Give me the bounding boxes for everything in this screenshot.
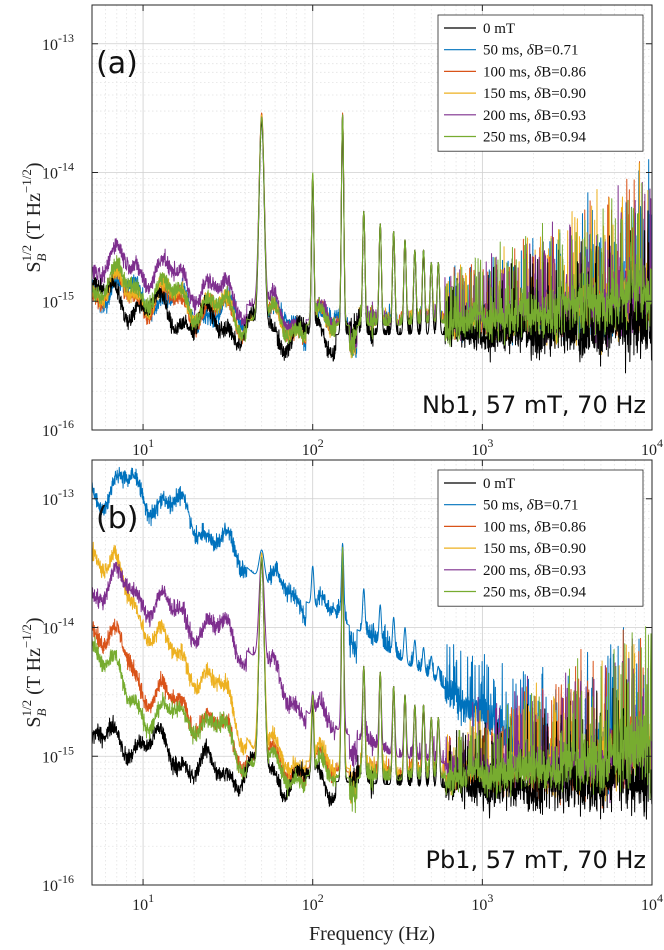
x-tick-label: 103 xyxy=(471,891,493,914)
legend-label: 200 ms, δB=0.93 xyxy=(483,108,586,124)
y-axis-label: SB1/2 (T Hz−1/2) xyxy=(19,162,49,272)
legend-label: 0 mT xyxy=(483,21,515,37)
legend-label: 250 ms, δB=0.94 xyxy=(483,130,586,146)
panel-label: (b) xyxy=(96,501,138,536)
x-tick-label: 104 xyxy=(641,436,663,459)
legend-label: 250 ms, δB=0.94 xyxy=(483,585,586,601)
series-group xyxy=(92,112,652,374)
series-group xyxy=(92,466,652,820)
legend-box xyxy=(437,14,644,152)
panel-a: 101 102 103 104 10-16 10-15 10-14 10-13 SB1/2 (T… xyxy=(19,4,663,459)
legend-label: 50 ms, δB=0.71 xyxy=(483,498,578,514)
x-tick-label: 103 xyxy=(471,436,493,459)
legend-label: 100 ms, δB=0.86 xyxy=(483,64,586,80)
panel-annotation: Nb1, 57 mT, 70 Hz xyxy=(422,391,646,419)
panel-label: (a) xyxy=(96,46,138,81)
y-tick-label: 10-15 xyxy=(42,288,74,311)
legend-label: 150 ms, δB=0.90 xyxy=(483,86,586,102)
x-tick-label: 102 xyxy=(302,891,324,914)
legend-box xyxy=(437,469,644,607)
legend-label: 100 ms, δB=0.86 xyxy=(483,519,586,535)
y-tick-label: 10-14 xyxy=(42,160,74,183)
y-tick-label: 10-14 xyxy=(42,615,74,638)
legend-label: 200 ms, δB=0.93 xyxy=(483,563,586,579)
legend: 0 mT 50 ms, δB=0.71 100 ms, δB=0.86 150 ms,… xyxy=(437,14,644,152)
y-axis-label: SB1/2 (T Hz−1/2) xyxy=(19,617,49,727)
x-tick-label: 102 xyxy=(302,436,324,459)
panel-b: 101 102 103 104 10-16 10-15 10-14 10-13 SB1/2 (T… xyxy=(19,459,663,945)
axes-box xyxy=(91,4,653,431)
panel-annotation: Pb1, 57 mT, 70 Hz xyxy=(425,846,646,874)
legend-label: 0 mT xyxy=(483,476,515,492)
x-tick-label: 104 xyxy=(641,891,663,914)
y-tick-label: 10-13 xyxy=(42,486,74,509)
y-tick-label: 10-15 xyxy=(42,743,74,766)
y-tick-label: 10-16 xyxy=(42,872,74,895)
series-line-250-ms xyxy=(92,546,652,814)
x-tick-label: 101 xyxy=(132,436,154,459)
series-line-250-ms xyxy=(92,114,652,358)
axes-box xyxy=(91,459,653,886)
legend-label: 50 ms, δB=0.71 xyxy=(483,43,578,59)
y-tick-label: 10-16 xyxy=(42,417,74,440)
x-tick-label: 101 xyxy=(132,891,154,914)
y-tick-label: 10-13 xyxy=(42,31,74,54)
legend: 0 mT 50 ms, δB=0.71 100 ms, δB=0.86 150 ms,… xyxy=(437,469,644,607)
x-axis-label: Frequency (Hz) xyxy=(309,923,435,945)
legend-label: 150 ms, δB=0.90 xyxy=(483,541,586,557)
